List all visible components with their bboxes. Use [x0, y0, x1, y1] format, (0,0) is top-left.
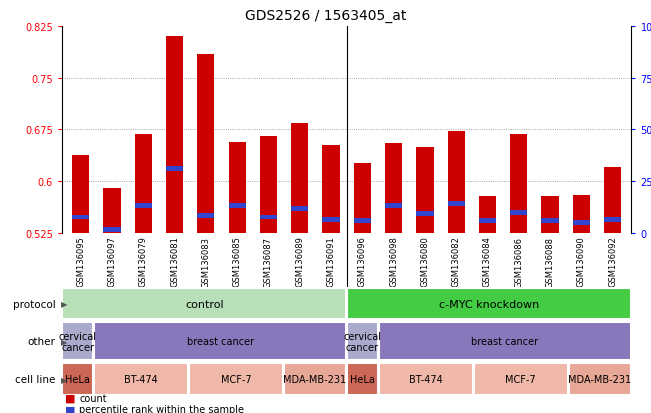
Bar: [197, 214, 214, 218]
Bar: [135, 204, 152, 208]
Text: HeLa: HeLa: [65, 374, 90, 384]
Bar: [260, 215, 277, 220]
Bar: [573, 195, 590, 233]
Bar: [291, 207, 309, 211]
Text: ■: ■: [65, 393, 76, 403]
Bar: [353, 218, 371, 223]
Bar: [260, 137, 277, 233]
Text: GSM136079: GSM136079: [139, 236, 148, 287]
Text: ▶: ▶: [61, 375, 67, 384]
Bar: [604, 217, 621, 222]
Text: GSM136087: GSM136087: [264, 236, 273, 287]
Bar: [347, 363, 378, 395]
Bar: [569, 363, 631, 395]
Bar: [510, 210, 527, 215]
Text: MCF-7: MCF-7: [221, 374, 251, 384]
Text: GSM136084: GSM136084: [483, 236, 492, 287]
Text: GSM136098: GSM136098: [389, 236, 398, 287]
Text: MCF-7: MCF-7: [505, 374, 536, 384]
Text: cell line: cell line: [15, 374, 55, 384]
Bar: [353, 163, 371, 233]
Text: GSM136090: GSM136090: [577, 236, 586, 287]
Text: ▶: ▶: [61, 337, 67, 346]
Bar: [284, 363, 346, 395]
Text: protocol: protocol: [12, 299, 55, 309]
Bar: [94, 363, 187, 395]
Text: percentile rank within the sample: percentile rank within the sample: [79, 404, 244, 413]
Text: GSM136092: GSM136092: [608, 236, 617, 287]
Bar: [166, 37, 183, 233]
Bar: [72, 215, 89, 220]
Bar: [604, 168, 621, 233]
Bar: [322, 146, 340, 233]
Bar: [510, 135, 527, 233]
Bar: [62, 363, 93, 395]
Bar: [229, 142, 245, 233]
Text: ■: ■: [65, 404, 76, 413]
Text: GDS2526 / 1563405_at: GDS2526 / 1563405_at: [245, 9, 406, 23]
Bar: [197, 55, 214, 233]
Bar: [347, 323, 378, 361]
Text: c-MYC knockdown: c-MYC knockdown: [439, 299, 539, 309]
Bar: [104, 189, 120, 233]
Text: other: other: [27, 337, 55, 347]
Bar: [62, 288, 346, 320]
Text: BT-474: BT-474: [409, 374, 443, 384]
Bar: [291, 123, 309, 233]
Bar: [229, 204, 245, 208]
Text: GSM136083: GSM136083: [201, 236, 210, 287]
Text: GSM136081: GSM136081: [170, 236, 179, 287]
Bar: [94, 323, 346, 361]
Bar: [385, 144, 402, 233]
Text: HeLa: HeLa: [350, 374, 375, 384]
Bar: [347, 288, 631, 320]
Text: cervical
cancer: cervical cancer: [59, 331, 96, 352]
Text: GSM136091: GSM136091: [327, 236, 335, 287]
Bar: [448, 132, 465, 233]
Bar: [322, 217, 340, 222]
Text: GSM136089: GSM136089: [295, 236, 304, 287]
Text: GSM136096: GSM136096: [358, 236, 367, 287]
Bar: [542, 218, 559, 223]
Bar: [416, 147, 434, 233]
Text: count: count: [79, 393, 107, 403]
Text: GSM136082: GSM136082: [452, 236, 461, 287]
Text: GSM136086: GSM136086: [514, 236, 523, 287]
Text: MDA-MB-231: MDA-MB-231: [283, 374, 346, 384]
Text: cervical
cancer: cervical cancer: [344, 331, 381, 352]
Bar: [474, 363, 568, 395]
Bar: [62, 323, 93, 361]
Bar: [416, 211, 434, 216]
Bar: [479, 197, 496, 233]
Bar: [385, 204, 402, 208]
Bar: [448, 202, 465, 206]
Bar: [542, 197, 559, 233]
Bar: [72, 156, 89, 233]
Bar: [135, 135, 152, 233]
Bar: [379, 363, 473, 395]
Text: breast cancer: breast cancer: [187, 337, 254, 347]
Text: GSM136095: GSM136095: [76, 236, 85, 287]
Text: GSM136085: GSM136085: [232, 236, 242, 287]
Bar: [104, 228, 120, 232]
Text: GSM136088: GSM136088: [546, 236, 555, 287]
Text: control: control: [185, 299, 223, 309]
Bar: [379, 323, 631, 361]
Bar: [189, 363, 283, 395]
Text: GSM136080: GSM136080: [421, 236, 430, 287]
Bar: [166, 167, 183, 172]
Text: GSM136097: GSM136097: [107, 236, 117, 287]
Text: MDA-MB-231: MDA-MB-231: [568, 374, 631, 384]
Bar: [479, 218, 496, 223]
Text: BT-474: BT-474: [124, 374, 158, 384]
Bar: [573, 221, 590, 225]
Text: ▶: ▶: [61, 299, 67, 309]
Text: breast cancer: breast cancer: [471, 337, 538, 347]
